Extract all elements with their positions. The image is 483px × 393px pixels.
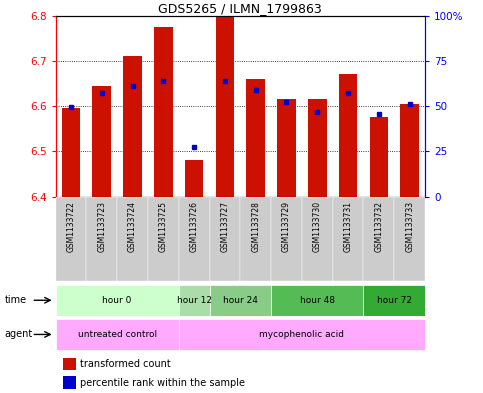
Bar [86, 196, 117, 281]
Text: untreated control: untreated control [78, 330, 156, 339]
Text: GSM1133724: GSM1133724 [128, 201, 137, 252]
Bar [215, 16, 234, 196]
Text: hour 24: hour 24 [223, 296, 258, 305]
Text: GSM1133730: GSM1133730 [313, 201, 322, 252]
Text: GSM1133723: GSM1133723 [97, 201, 106, 252]
Text: hour 48: hour 48 [300, 296, 335, 305]
Text: GSM1133725: GSM1133725 [159, 201, 168, 252]
Bar [394, 196, 425, 281]
Text: transformed count: transformed count [80, 359, 170, 369]
Title: GDS5265 / ILMN_1799863: GDS5265 / ILMN_1799863 [158, 2, 322, 15]
Bar [63, 358, 76, 370]
Text: mycophenolic acid: mycophenolic acid [259, 330, 344, 339]
Bar [210, 285, 271, 316]
Bar [123, 57, 142, 196]
Bar [117, 196, 148, 281]
Bar [56, 196, 86, 281]
Bar [246, 79, 265, 196]
Text: hour 72: hour 72 [377, 296, 412, 305]
Bar [56, 319, 179, 350]
Bar [271, 285, 364, 316]
Text: agent: agent [5, 329, 33, 340]
Text: hour 12: hour 12 [177, 296, 212, 305]
Bar [369, 118, 388, 196]
Bar [308, 99, 327, 196]
Bar [92, 86, 111, 196]
Text: GSM1133728: GSM1133728 [251, 201, 260, 252]
Bar [210, 196, 240, 281]
Bar [364, 285, 425, 316]
Text: GSM1133731: GSM1133731 [343, 201, 353, 252]
Bar [63, 376, 76, 389]
Bar [56, 285, 179, 316]
Bar [339, 75, 357, 196]
Text: GSM1133729: GSM1133729 [282, 201, 291, 252]
Text: GSM1133726: GSM1133726 [190, 201, 199, 252]
Bar [148, 196, 179, 281]
Text: GSM1133733: GSM1133733 [405, 201, 414, 252]
Bar [271, 196, 302, 281]
Bar [277, 99, 296, 196]
Bar [240, 196, 271, 281]
Text: GSM1133727: GSM1133727 [220, 201, 229, 252]
Text: GSM1133732: GSM1133732 [374, 201, 384, 252]
Text: hour 0: hour 0 [102, 296, 132, 305]
Bar [62, 108, 80, 196]
Bar [364, 196, 394, 281]
Bar [179, 285, 210, 316]
Bar [400, 104, 419, 196]
Bar [333, 196, 364, 281]
Bar [179, 319, 425, 350]
Bar [154, 27, 172, 196]
Text: percentile rank within the sample: percentile rank within the sample [80, 378, 244, 388]
Text: time: time [5, 295, 27, 305]
Text: GSM1133722: GSM1133722 [67, 201, 75, 252]
Bar [185, 160, 203, 196]
Bar [179, 196, 210, 281]
Bar [302, 196, 333, 281]
